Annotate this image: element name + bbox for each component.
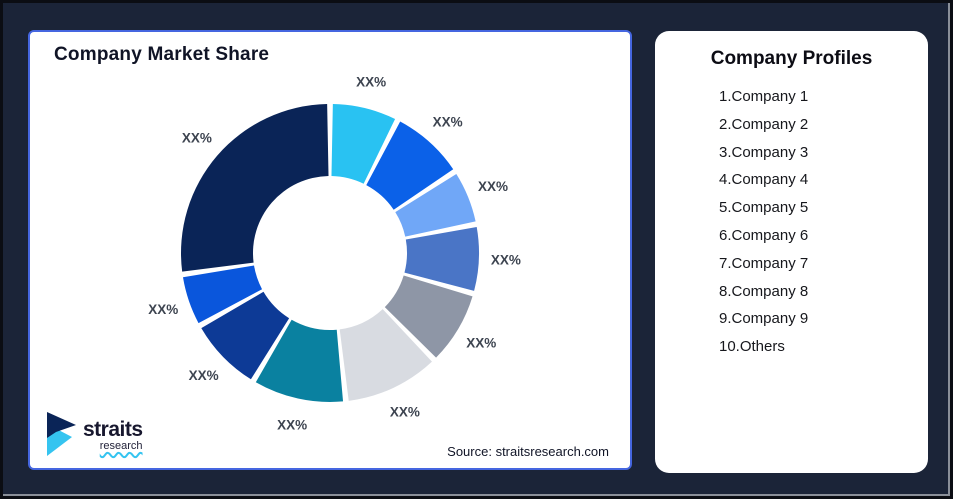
source-note: Source: straitsresearch.com bbox=[447, 444, 609, 459]
list-item: 10.Others bbox=[719, 338, 785, 356]
donut-chart: XX% XX% XX% XX% XX% XX% XX% XX% XX% XX% bbox=[148, 74, 521, 432]
company-profiles-card: Company Profiles 1.Company 1 2.Company 2 3… bbox=[655, 31, 928, 473]
segment-label-3: XX% bbox=[478, 179, 508, 194]
donut-segment-4 bbox=[404, 226, 480, 291]
list-item: 7.Company 7 bbox=[719, 254, 809, 272]
list-item: 4.Company 4 bbox=[719, 171, 809, 189]
segment-label-9: XX% bbox=[148, 302, 178, 317]
chart-title: Company Market Share bbox=[54, 44, 270, 65]
segment-label-1: XX% bbox=[356, 74, 386, 89]
company-list: 1.Company 1 2.Company 2 3.Company 3 4.Compa… bbox=[655, 83, 928, 361]
list-item: 5.Company 5 bbox=[719, 199, 809, 217]
logo-name: straits bbox=[83, 417, 143, 441]
donut-segment-8 bbox=[201, 291, 290, 380]
segment-label-8: XX% bbox=[189, 368, 219, 383]
segment-label-2: XX% bbox=[433, 115, 463, 130]
segment-label-6: XX% bbox=[390, 405, 420, 420]
donut-segment-2 bbox=[366, 121, 454, 210]
donut-segment-3 bbox=[395, 174, 476, 237]
list-item: 9.Company 9 bbox=[719, 310, 809, 328]
straits-research-logo: straits research bbox=[46, 412, 143, 458]
segment-label-7: XX% bbox=[277, 417, 307, 432]
donut-segment-10 bbox=[181, 104, 329, 272]
donut-segment-1 bbox=[331, 104, 396, 184]
donut-segment-9 bbox=[182, 265, 263, 324]
profiles-title: Company Profiles bbox=[710, 48, 873, 69]
list-item: 6.Company 6 bbox=[719, 226, 809, 244]
list-item: 3.Company 3 bbox=[719, 143, 809, 161]
list-item: 8.Company 8 bbox=[719, 282, 809, 300]
logo-subtitle: research bbox=[99, 439, 143, 452]
window-edge-bottom bbox=[3, 494, 950, 496]
straits-logo-icon bbox=[47, 412, 76, 456]
logo-text: straits research bbox=[83, 419, 143, 452]
donut-segment-7 bbox=[255, 319, 344, 403]
list-item: 1.Company 1 bbox=[719, 88, 809, 105]
donut-segment-5 bbox=[384, 275, 473, 358]
market-share-card: XX% XX% XX% XX% XX% XX% XX% XX% XX% XX% Company M… bbox=[28, 30, 632, 470]
list-item: 2.Company 2 bbox=[719, 115, 809, 133]
window-edge-right bbox=[948, 3, 950, 496]
segment-label-10: XX% bbox=[182, 130, 212, 145]
segment-label-5: XX% bbox=[466, 336, 496, 351]
segment-label-4: XX% bbox=[491, 253, 521, 268]
donut-segment-6 bbox=[339, 309, 432, 401]
